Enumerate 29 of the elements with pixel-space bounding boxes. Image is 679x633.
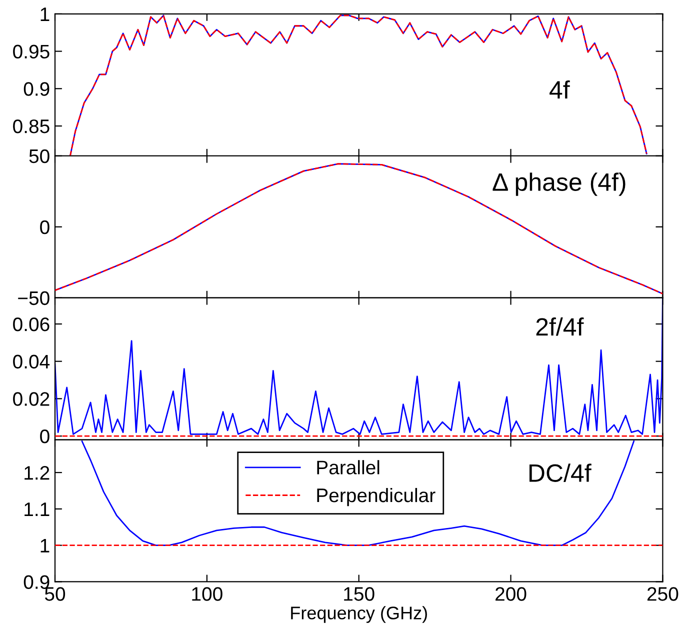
annotation: DC/4f <box>529 464 592 482</box>
y-tick-label: 1.1 <box>24 502 50 516</box>
x-tick-label: 250 <box>647 587 678 601</box>
y-tick-label: −50 <box>18 291 50 306</box>
x-tick-label: 150 <box>344 587 374 601</box>
y-tick-label: 0.9 <box>24 82 50 96</box>
line-series <box>55 163 663 294</box>
y-tick-label: 0 <box>40 220 50 234</box>
x-axis-title: Frequency (GHz) <box>291 606 427 623</box>
annotation: 2f/4f <box>536 317 584 336</box>
y-tick-label: 0 <box>40 430 50 444</box>
y-tick-label: 0.06 <box>13 317 50 332</box>
y-tick-label: 1 <box>40 539 50 552</box>
line-series <box>81 440 635 546</box>
y-tick-label: 1.2 <box>24 466 50 480</box>
annotation: Δ phase (4f) <box>492 172 626 196</box>
line-series <box>69 14 648 156</box>
legend-label: Perpendicular <box>317 488 436 506</box>
y-tick-label: 0.95 <box>13 44 50 59</box>
x-tick-label: 100 <box>192 587 222 601</box>
y-tick-label: 50 <box>29 149 50 164</box>
legend-label: Parallel <box>317 460 380 474</box>
y-tick-label: 0.85 <box>13 119 50 134</box>
y-tick-label: 0.9 <box>24 575 50 589</box>
y-tick-label: 0.02 <box>13 392 50 406</box>
y-tick-label: 0.04 <box>13 354 50 369</box>
x-tick-label: 200 <box>496 587 526 601</box>
y-tick-label: 1 <box>40 8 50 21</box>
annotation: 4f <box>550 80 570 98</box>
